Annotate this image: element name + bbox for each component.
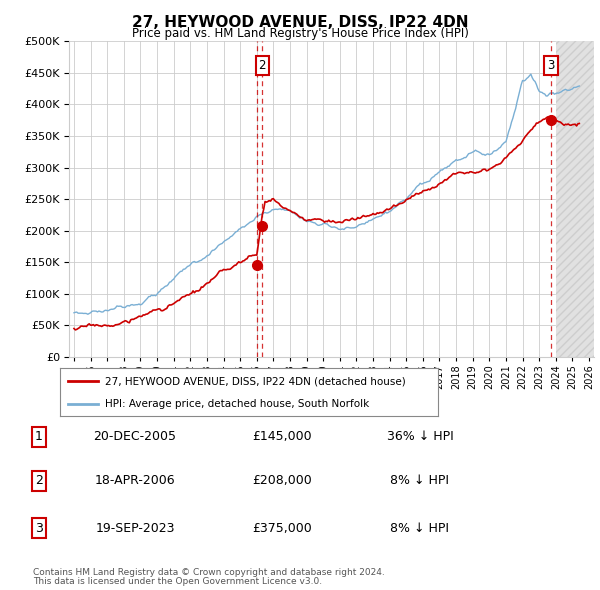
Text: 27, HEYWOOD AVENUE, DISS, IP22 4DN (detached house): 27, HEYWOOD AVENUE, DISS, IP22 4DN (deta… xyxy=(106,376,406,386)
Text: This data is licensed under the Open Government Licence v3.0.: This data is licensed under the Open Gov… xyxy=(33,577,322,586)
Text: £375,000: £375,000 xyxy=(252,522,312,535)
Text: 1: 1 xyxy=(35,430,43,443)
Text: 20-DEC-2005: 20-DEC-2005 xyxy=(94,430,176,443)
Bar xyxy=(556,41,594,357)
Text: 8% ↓ HPI: 8% ↓ HPI xyxy=(391,474,449,487)
Text: HPI: Average price, detached house, South Norfolk: HPI: Average price, detached house, Sout… xyxy=(106,399,370,409)
Text: Contains HM Land Registry data © Crown copyright and database right 2024.: Contains HM Land Registry data © Crown c… xyxy=(33,568,385,576)
Text: 27, HEYWOOD AVENUE, DISS, IP22 4DN: 27, HEYWOOD AVENUE, DISS, IP22 4DN xyxy=(132,15,468,30)
Text: 2: 2 xyxy=(35,474,43,487)
Text: 18-APR-2006: 18-APR-2006 xyxy=(95,474,175,487)
Text: Price paid vs. HM Land Registry's House Price Index (HPI): Price paid vs. HM Land Registry's House … xyxy=(131,27,469,40)
Text: 8% ↓ HPI: 8% ↓ HPI xyxy=(391,522,449,535)
Text: £145,000: £145,000 xyxy=(252,430,312,443)
Text: 19-SEP-2023: 19-SEP-2023 xyxy=(95,522,175,535)
Text: 2: 2 xyxy=(259,59,266,72)
Text: £208,000: £208,000 xyxy=(252,474,312,487)
Bar xyxy=(556,41,594,357)
Text: 3: 3 xyxy=(547,59,555,72)
Text: 3: 3 xyxy=(35,522,43,535)
Text: 36% ↓ HPI: 36% ↓ HPI xyxy=(386,430,454,443)
